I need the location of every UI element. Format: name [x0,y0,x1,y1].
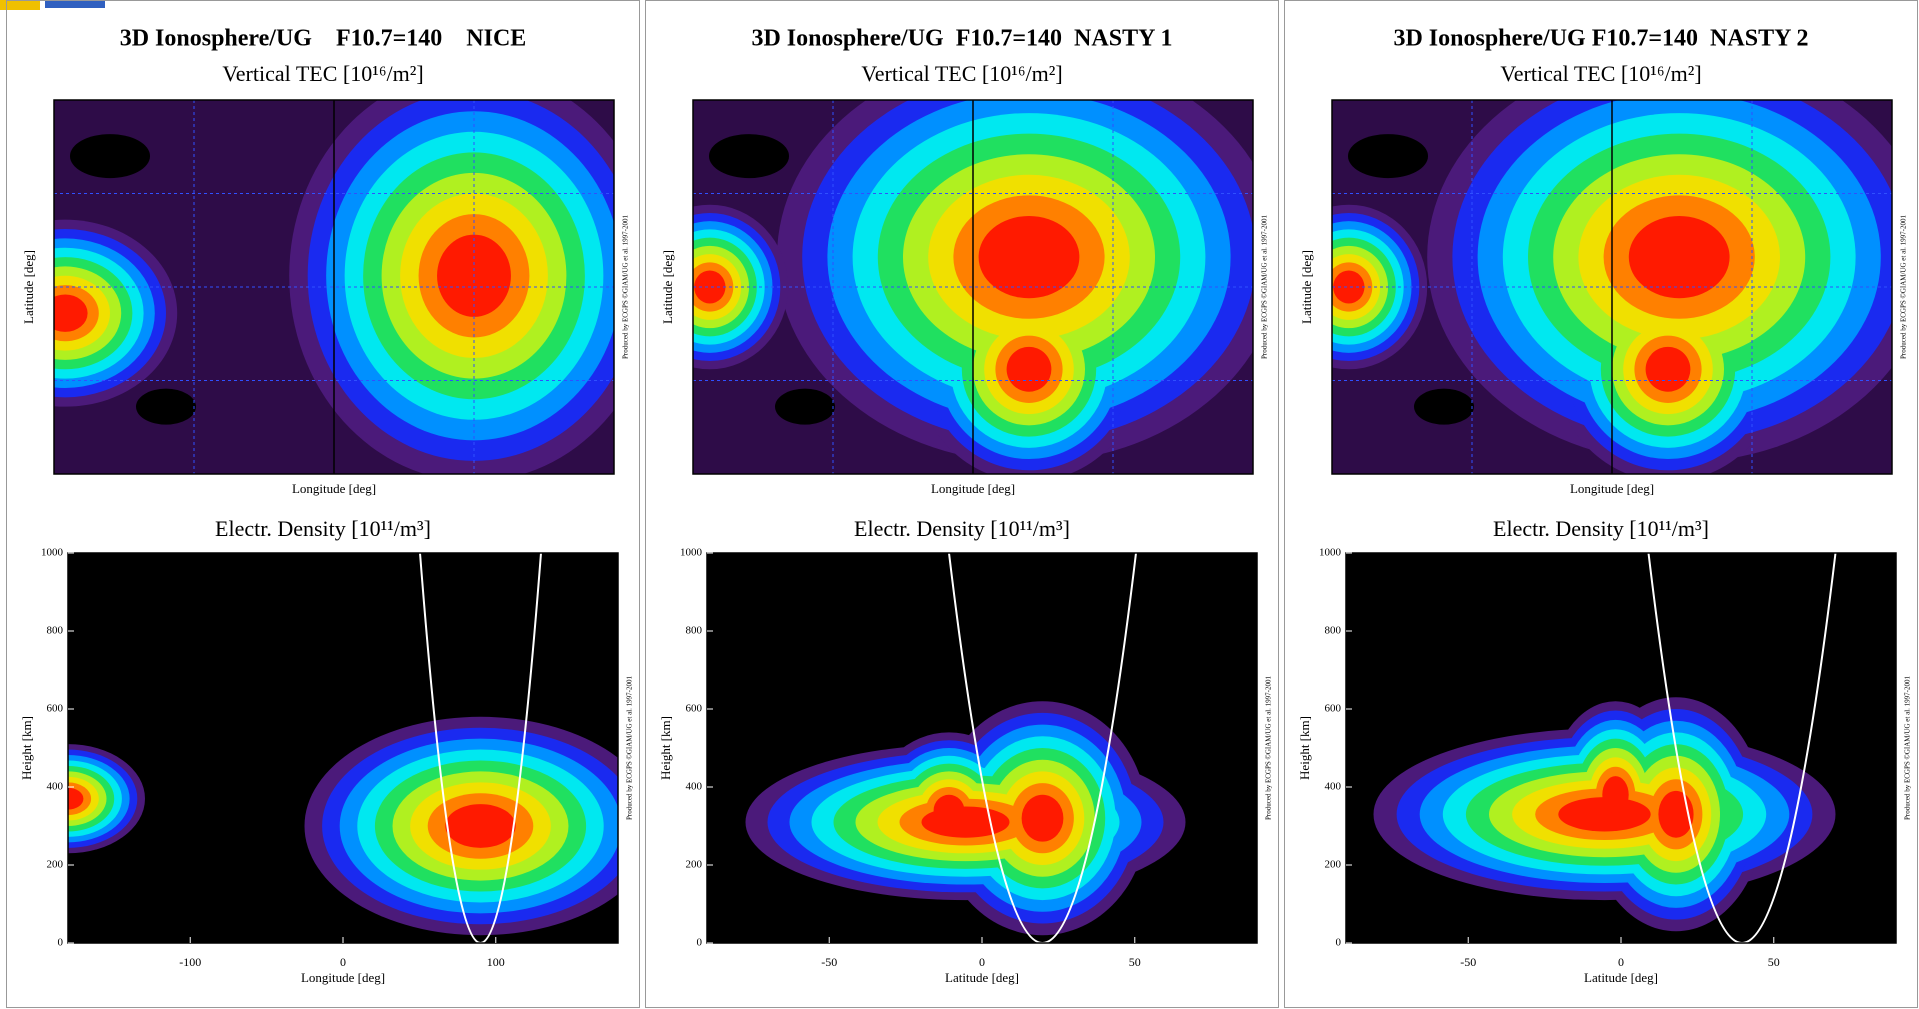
credit: Produced by ECGPS ©GIAM/UG et al. 1997-2… [1904,676,1912,820]
credit: Produced by ECGPS ©GIAM/UG et al. 1997-2… [626,676,634,820]
contour-band [54,294,88,332]
contour-band [1628,215,1730,299]
y-tick-label: 800 [1325,625,1342,637]
contour-band [933,794,965,827]
contour-band [978,215,1080,299]
map-subtitle: Vertical TEC [10¹⁶/m²] [1500,61,1701,86]
dark-region [1414,388,1474,425]
y-tick-label: 800 [686,625,703,637]
map-y-label: Latitude [deg] [660,250,675,324]
contour-band [1658,790,1694,838]
contour-band [445,804,516,848]
panel-title: 3D Ionosphere/UG F10.7=140 NASTY 2 [1393,26,1808,52]
dark-region [1348,134,1428,179]
panel-border [6,0,640,1008]
y-tick-label: 400 [47,781,64,793]
density-x-label: Latitude [deg] [1584,970,1658,985]
map-x-label: Longitude [deg] [931,481,1015,496]
map-frame [692,99,1254,475]
y-tick-label: 800 [47,625,64,637]
y-tick-label: 400 [686,781,703,793]
contour-band [1021,794,1064,842]
dark-region [70,134,150,179]
credit: Produced by ECGPS ©GIAM/UG et al. 1997-2… [1261,215,1269,359]
density-plot [1346,553,1896,943]
density-plot [68,553,618,943]
y-tick-label: 1000 [680,547,703,559]
density-y-label: Height [km] [658,716,673,780]
panel-title: 3D Ionosphere/UG F10.7=140 NASTY 1 [751,26,1172,52]
density-y-label: Height [km] [1297,716,1312,780]
panel: 3D Ionosphere/UG F10.7=140 NASTY 1 Vertic… [645,0,1279,1008]
map-frame [53,99,615,475]
x-tick-label: -100 [179,955,201,969]
dark-region [709,134,789,179]
map-plot [1332,100,1892,474]
y-tick-label: 0 [1336,937,1342,949]
y-tick-label: 1000 [41,547,64,559]
x-tick-label: 50 [1768,955,1780,969]
y-tick-label: 0 [697,937,703,949]
contour-band [694,270,726,304]
y-tick-label: 0 [58,937,64,949]
x-tick-label: 0 [1618,955,1624,969]
density-y-label: Height [km] [19,716,34,780]
credit: Produced by ECGPS ©GIAM/UG et al. 1997-2… [1265,676,1273,820]
y-tick-label: 600 [1325,703,1342,715]
map-y-label: Latitude [deg] [21,250,36,324]
density-x-label: Longitude [deg] [301,970,385,985]
map-plot [693,100,1253,474]
x-tick-label: 100 [487,955,505,969]
y-tick-label: 1000 [1319,547,1342,559]
satellite-track [948,553,1137,943]
x-tick-label: 0 [979,955,985,969]
x-tick-label: 50 [1129,955,1141,969]
density-title: Electr. Density [10¹¹/m³] [1493,516,1709,541]
map-y-label: Latitude [deg] [1299,250,1314,324]
y-tick-label: 400 [1325,781,1342,793]
map-frame [1331,99,1893,475]
map-plot [54,100,614,474]
density-x-label: Latitude [deg] [945,970,1019,985]
density-plot [707,553,1257,943]
contour-band [1602,776,1629,814]
contour-band [1333,270,1365,304]
map-subtitle: Vertical TEC [10¹⁶/m²] [861,61,1062,86]
panel: 3D Ionosphere/UG F10.7=140 NICE Vertical … [6,0,640,1008]
map-x-label: Longitude [deg] [292,481,376,496]
map-subtitle: Vertical TEC [10¹⁶/m²] [222,61,423,86]
y-tick-label: 200 [1325,859,1342,871]
y-tick-label: 600 [686,703,703,715]
credit: Produced by ECGPS ©GIAM/UG et al. 1997-2… [622,215,630,359]
contour-band [1558,797,1651,832]
logo [0,0,40,10]
contour-band [1006,346,1052,392]
dark-region [136,388,196,425]
panel-border [645,0,1279,1008]
logo [45,0,105,8]
y-tick-label: 200 [686,859,703,871]
credit: Produced by ECGPS ©GIAM/UG et al. 1997-2… [1900,215,1908,359]
x-tick-label: 0 [340,955,346,969]
contour-band [1645,346,1691,392]
satellite-track [1647,553,1837,943]
x-tick-label: -50 [1460,955,1476,969]
density-title: Electr. Density [10¹¹/m³] [854,516,1070,541]
panel: 3D Ionosphere/UG F10.7=140 NASTY 2 Vertic… [1284,0,1918,1008]
density-title: Electr. Density [10¹¹/m³] [215,516,431,541]
y-tick-label: 200 [47,859,64,871]
contour-band [68,787,84,810]
panel-border [1284,0,1918,1008]
x-tick-label: -50 [821,955,837,969]
map-x-label: Longitude [deg] [1570,481,1654,496]
dark-region [775,388,835,425]
panel-title: 3D Ionosphere/UG F10.7=140 NICE [120,26,527,52]
y-tick-label: 600 [47,703,64,715]
